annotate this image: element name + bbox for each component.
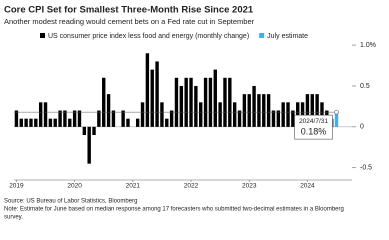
x-tick-label: 2023	[242, 183, 257, 190]
bar	[271, 110, 276, 127]
x-tick-label: 2022	[184, 183, 199, 190]
bar	[189, 77, 193, 127]
note: survey.	[4, 215, 23, 221]
annotation-box	[294, 114, 333, 140]
bar	[228, 77, 232, 127]
bar	[208, 77, 213, 127]
bar	[53, 118, 57, 127]
bar	[179, 85, 184, 127]
bar	[300, 102, 305, 127]
bar	[19, 118, 23, 127]
bar	[145, 53, 150, 127]
bar	[34, 118, 38, 127]
y-tick-label: 1.0%	[360, 42, 376, 49]
x-tick-label: 2021	[126, 183, 141, 190]
bar	[121, 110, 125, 127]
bar	[155, 61, 159, 127]
x-tick-label: 2024	[300, 183, 315, 190]
bar	[111, 110, 116, 127]
bar	[68, 118, 72, 127]
x-tick-label: 2020	[67, 183, 82, 190]
bar	[87, 126, 91, 164]
marker	[334, 109, 339, 115]
bar	[237, 110, 242, 127]
chart-title: Core CPI Set for Smallest Three-Month Ri…	[4, 5, 254, 16]
bar	[242, 94, 247, 127]
bar	[97, 110, 101, 127]
y-tick-label: 0	[360, 124, 364, 131]
legend-label: July estimate	[267, 33, 308, 40]
bar	[29, 118, 33, 127]
bar	[286, 102, 290, 127]
legend-label: US consumer price index less food and en…	[48, 33, 249, 40]
bar	[165, 118, 169, 127]
bar	[310, 94, 314, 127]
bar	[291, 110, 295, 127]
bar	[24, 118, 28, 127]
y-tick-label: -0.5	[360, 165, 372, 172]
bar	[72, 110, 77, 127]
bar	[262, 94, 266, 127]
bar	[320, 102, 324, 127]
bar	[315, 94, 319, 127]
bar	[169, 110, 174, 127]
bar	[63, 110, 67, 127]
bar	[257, 94, 261, 127]
bar	[252, 85, 256, 127]
bar	[43, 102, 48, 127]
bar	[276, 110, 281, 127]
bar	[213, 69, 217, 127]
bar	[218, 102, 222, 127]
bar	[232, 102, 237, 127]
bar	[102, 77, 106, 127]
bar	[203, 77, 208, 127]
bar	[77, 110, 82, 127]
bar	[48, 118, 53, 127]
bar	[305, 94, 310, 127]
source: Source: US Bureau of Labor Statistics, B…	[4, 199, 137, 205]
bar	[150, 69, 154, 127]
y-tick-label: 0.5	[360, 83, 370, 90]
bar	[126, 118, 130, 127]
bar	[106, 94, 111, 127]
bar	[296, 102, 300, 127]
bar	[14, 110, 19, 127]
bar	[92, 126, 96, 136]
bar	[140, 102, 145, 127]
bar	[160, 102, 164, 127]
bar	[58, 110, 62, 127]
annotation-date: 2024/7/31	[299, 118, 328, 125]
bar	[281, 102, 285, 127]
bar	[334, 112, 339, 127]
x-tick-label: 2019	[9, 183, 24, 190]
bar	[194, 85, 198, 127]
bar	[184, 77, 188, 127]
bar	[174, 77, 179, 127]
bar	[82, 126, 87, 136]
note: Note: Estimate for June based on median …	[4, 207, 344, 213]
bar	[223, 77, 227, 127]
chart-subtitle: Another modest reading would cement bets…	[4, 17, 255, 26]
bar	[266, 94, 271, 127]
bar	[199, 102, 203, 127]
bar	[135, 118, 140, 127]
legend-swatch	[259, 33, 265, 38]
legend-swatch	[40, 33, 45, 38]
bar	[247, 94, 251, 127]
chart: Core CPI Set for Smallest Three-Month Ri…	[4, 5, 376, 221]
value-label: 0.18%	[301, 127, 327, 137]
bar	[38, 102, 43, 127]
